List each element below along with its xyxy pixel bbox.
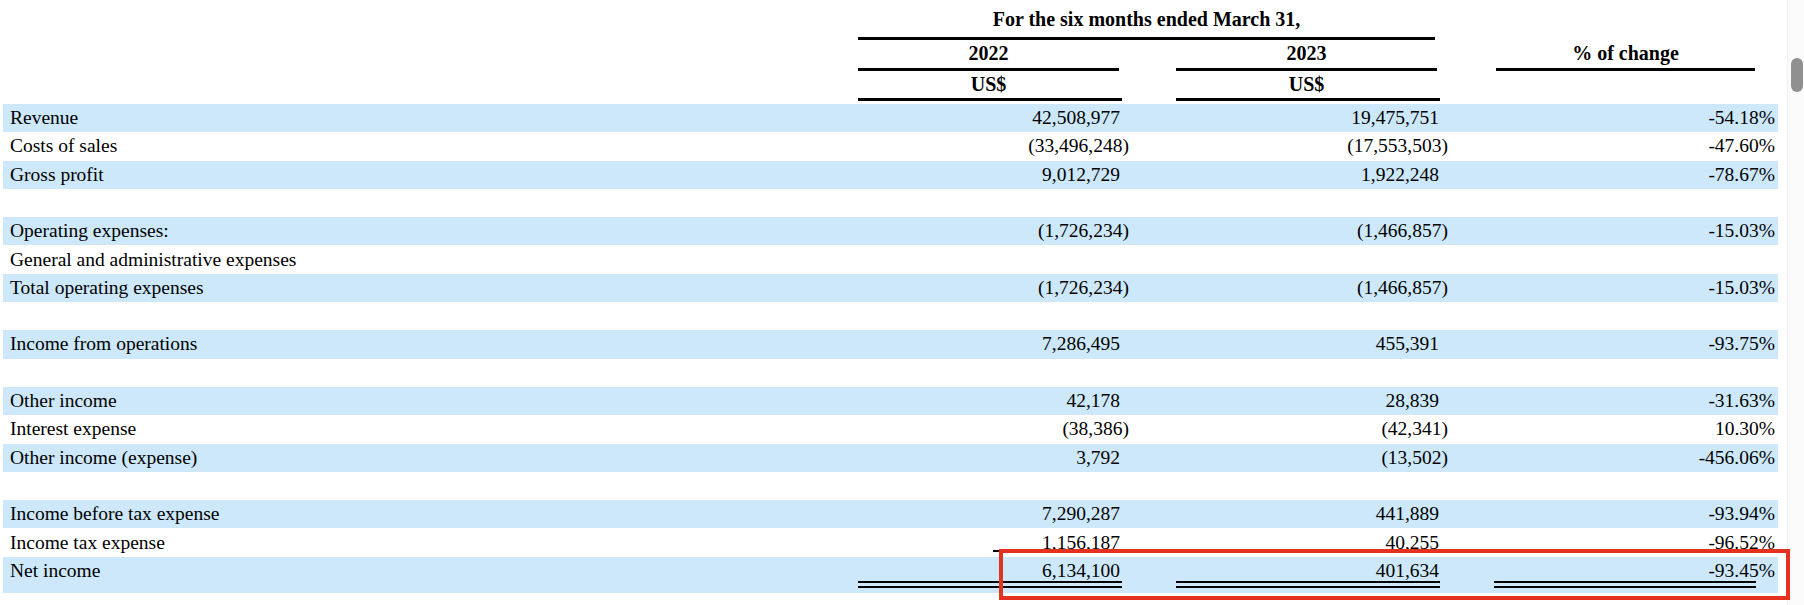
value-pct-change: -93.75% — [1475, 330, 1775, 358]
row-highlight-band — [3, 302, 1778, 330]
value-2023: 455,391 — [1148, 330, 1448, 358]
table-row: Other income (expense) 3,792 (13,502) -4… — [0, 444, 1804, 472]
row-label: Gross profit — [10, 161, 710, 189]
value-2023: 19,475,751 — [1148, 104, 1448, 132]
value-2022: (33,496,248) — [829, 132, 1129, 160]
value-2023: 28,839 — [1148, 387, 1448, 415]
title-underline — [858, 37, 1435, 40]
value-2022: 7,290,287 — [829, 500, 1129, 528]
value-pct-change: -54.18% — [1475, 104, 1775, 132]
row-label: Income tax expense — [10, 529, 710, 557]
column-header-pct-change: % of change — [1496, 42, 1755, 65]
row-label: Income before tax expense — [10, 500, 710, 528]
table-row — [0, 472, 1804, 500]
row-label: Income from operations — [10, 330, 710, 358]
row-label: Operating expenses: — [10, 217, 710, 245]
value-pct-change: -78.67% — [1475, 161, 1775, 189]
value-2022: 42,508,977 — [829, 104, 1129, 132]
row-label: Revenue — [10, 104, 710, 132]
column-header-2023: 2023 — [1176, 42, 1437, 65]
table-row: Gross profit 9,012,729 1,922,248 -78.67% — [0, 161, 1804, 189]
value-2023: (1,466,857) — [1148, 217, 1448, 245]
row-label: Interest expense — [10, 415, 710, 443]
table-row: Operating expenses: (1,726,234) (1,466,8… — [0, 217, 1804, 245]
row-label: Costs of sales — [10, 132, 710, 160]
value-pct-change: 10.30% — [1475, 415, 1775, 443]
value-2022: (38,386) — [829, 415, 1129, 443]
rule-under-2022 — [858, 68, 1119, 71]
value-pct-change: -31.63% — [1475, 387, 1775, 415]
column-header-2022: 2022 — [858, 42, 1119, 65]
value-2023: (1,466,857) — [1148, 274, 1448, 302]
unit-header-2023: US$ — [1176, 73, 1437, 96]
table-title: For the six months ended March 31, — [858, 8, 1435, 31]
value-2023: (13,502) — [1148, 444, 1448, 472]
rule-under-us-2023 — [1176, 98, 1440, 101]
table-row: Other income 42,178 28,839 -31.63% — [0, 387, 1804, 415]
unit-header-2022: US$ — [858, 73, 1119, 96]
table-row — [0, 189, 1804, 217]
table-row: Interest expense (38,386) (42,341) 10.30… — [0, 415, 1804, 443]
value-2023: 1,922,248 — [1148, 161, 1448, 189]
table-row — [0, 359, 1804, 387]
table-row: Income before tax expense 7,290,287 441,… — [0, 500, 1804, 528]
table-row: General and administrative expenses — [0, 246, 1804, 274]
value-2022: 9,012,729 — [829, 161, 1129, 189]
value-pct-change: -93.94% — [1475, 500, 1775, 528]
value-2022: 42,178 — [829, 387, 1129, 415]
value-2023: (42,341) — [1148, 415, 1448, 443]
value-pct-change: -47.60% — [1475, 132, 1775, 160]
value-2022: (1,726,234) — [829, 274, 1129, 302]
net-income-annotation-box — [999, 549, 1790, 600]
document-page: For the six months ended March 31, 2022 … — [0, 0, 1804, 605]
rule-under-pct-change — [1496, 68, 1755, 71]
value-2022: (1,726,234) — [829, 217, 1129, 245]
vertical-scrollbar-track[interactable] — [1787, 0, 1804, 605]
value-2022: 3,792 — [829, 444, 1129, 472]
row-highlight-band — [3, 359, 1778, 387]
row-label: Net income — [10, 557, 710, 585]
value-2023: 441,889 — [1148, 500, 1448, 528]
row-label: Other income — [10, 387, 710, 415]
rule-under-2023 — [1176, 68, 1437, 71]
table-row: Revenue 42,508,977 19,475,751 -54.18% — [0, 104, 1804, 132]
row-label: Other income (expense) — [10, 444, 710, 472]
table-row: Total operating expenses (1,726,234) (1,… — [0, 274, 1804, 302]
value-2022: 7,286,495 — [829, 330, 1129, 358]
row-label: Total operating expenses — [10, 274, 710, 302]
table-row: Income from operations 7,286,495 455,391… — [0, 330, 1804, 358]
row-highlight-band — [3, 189, 1778, 217]
value-pct-change: -456.06% — [1475, 444, 1775, 472]
value-pct-change: -15.03% — [1475, 217, 1775, 245]
value-2023: (17,553,503) — [1148, 132, 1448, 160]
row-highlight-band — [3, 472, 1778, 500]
vertical-scrollbar-thumb[interactable] — [1791, 58, 1803, 92]
row-label: General and administrative expenses — [10, 246, 710, 274]
rule-under-us-2022 — [858, 98, 1122, 101]
table-row — [0, 302, 1804, 330]
value-pct-change: -15.03% — [1475, 274, 1775, 302]
table-row: Costs of sales (33,496,248) (17,553,503)… — [0, 132, 1804, 160]
